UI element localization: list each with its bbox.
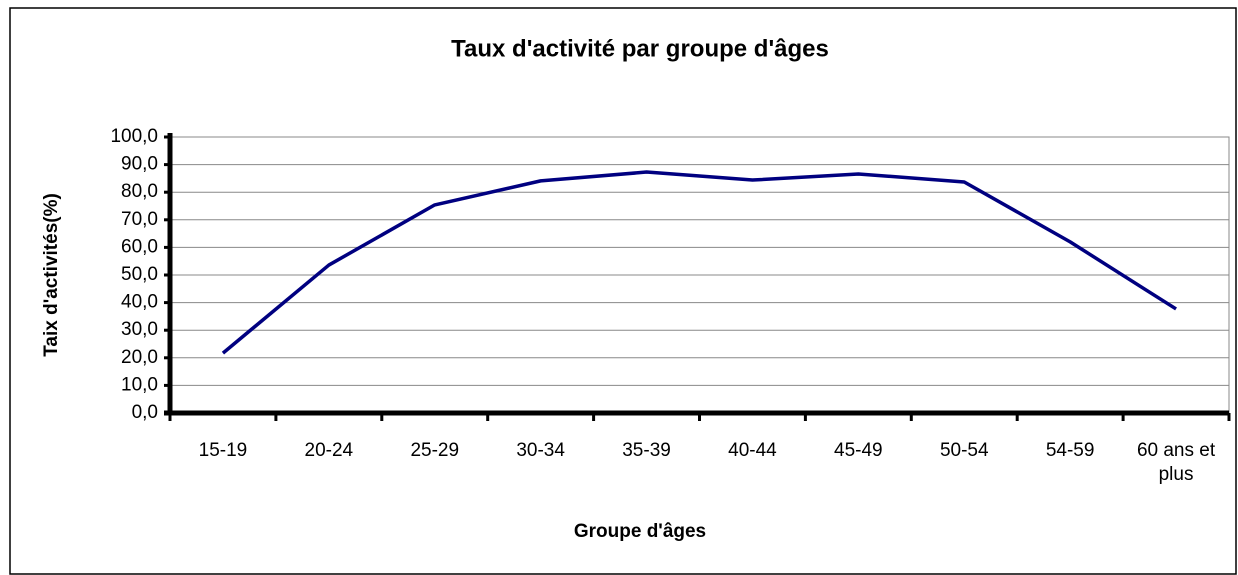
x-tick-label: 60 ans et plus [1137, 440, 1216, 485]
x-tick-label: 40-44 [728, 440, 777, 461]
y-tick-label: 40,0 [121, 292, 158, 313]
y-tick-label: 30,0 [121, 319, 158, 340]
x-tick-label: 30-34 [516, 440, 565, 461]
y-axis-label: Taix d'activités(%) [41, 193, 62, 357]
x-tick-label: 54-59 [1046, 440, 1095, 461]
x-tick-label: 25-29 [410, 440, 459, 461]
data-line [221, 170, 1177, 355]
y-tick-label: 10,0 [121, 374, 158, 395]
x-tick-label: 50-54 [940, 440, 989, 461]
x-axis-label: Groupe d'âges [574, 521, 706, 542]
x-tick-label: 45-49 [834, 440, 883, 461]
y-tick-label: 70,0 [121, 209, 158, 230]
x-tick-label: 15-19 [199, 440, 248, 461]
y-tick-label: 50,0 [121, 264, 158, 285]
y-tick-label: 0,0 [132, 402, 158, 423]
chart-frame [9, 7, 1237, 575]
y-tick-label: 20,0 [121, 347, 158, 368]
x-tick-label: 35-39 [622, 440, 671, 461]
chart-title: Taux d'activité par groupe d'âges [451, 35, 829, 62]
y-tick-label: 100,0 [110, 126, 158, 147]
x-tick-label: 20-24 [305, 440, 354, 461]
y-tick-label: 90,0 [121, 154, 158, 175]
y-tick-label: 60,0 [121, 236, 158, 257]
y-tick-label: 80,0 [121, 181, 158, 202]
